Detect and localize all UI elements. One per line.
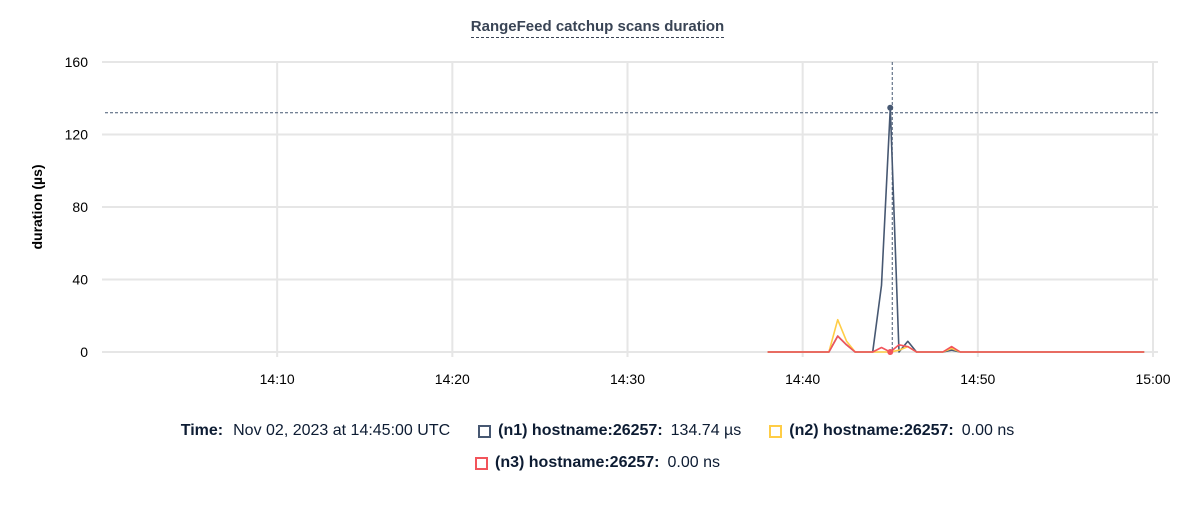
legend-time-value: Nov 02, 2023 at 14:45:00 UTC bbox=[233, 422, 451, 439]
legend-value: 0.00 ns bbox=[961, 422, 1015, 439]
plot-area[interactable]: 0 40 80 120 160 14:10 14:20 14:30 14:40 14:50 15:0… bbox=[0, 0, 1195, 410]
series-line-n2 bbox=[767, 318, 1145, 353]
y-tick-label: 160 bbox=[65, 54, 89, 70]
series-line-n1 bbox=[767, 107, 1145, 353]
legend-value: 134.74 µs bbox=[670, 422, 742, 439]
x-tick-label: 14:10 bbox=[260, 371, 295, 387]
x-tick-label: 14:30 bbox=[610, 371, 645, 387]
legend-name: (n3) hostname:26257: bbox=[495, 454, 660, 471]
x-tick-label: 14:20 bbox=[435, 371, 470, 387]
legend-item-n1[interactable]: (n1) hostname:26257: 134.74 µs bbox=[478, 422, 741, 440]
y-tick-label: 80 bbox=[72, 199, 88, 215]
x-tick-label: 14:40 bbox=[785, 371, 820, 387]
legend-item-n2[interactable]: (n2) hostname:26257: 0.00 ns bbox=[769, 422, 1014, 440]
legend-swatch-n3 bbox=[475, 456, 488, 470]
x-tick-label: 15:00 bbox=[1135, 371, 1170, 387]
legend-value: 0.00 ns bbox=[667, 454, 720, 471]
hover-point-n3 bbox=[887, 349, 894, 355]
chart-title[interactable]: RangeFeed catchup scans duration bbox=[0, 18, 1195, 38]
legend-name: (n1) hostname:26257: bbox=[498, 422, 663, 439]
x-tick-label: 14:50 bbox=[960, 371, 995, 387]
legend-swatch-n1 bbox=[478, 424, 492, 438]
series-line-n3 bbox=[767, 335, 1145, 353]
y-tick-label: 40 bbox=[72, 272, 88, 288]
legend-swatch-n2 bbox=[769, 424, 783, 438]
legend-time-label: Time: bbox=[180, 422, 224, 439]
legend-name: (n2) hostname:26257: bbox=[789, 422, 954, 439]
legend-time: Time: Nov 02, 2023 at 14:45:00 UTC bbox=[181, 422, 450, 440]
legend: Time: Nov 02, 2023 at 14:45:00 UTC (n1) … bbox=[0, 422, 1195, 486]
chart-title-text[interactable]: RangeFeed catchup scans duration bbox=[470, 18, 725, 38]
y-tick-label: 120 bbox=[65, 127, 89, 143]
legend-item-n3[interactable]: (n3) hostname:26257: 0.00 ns bbox=[475, 454, 720, 472]
hover-point-n1 bbox=[887, 104, 894, 111]
y-tick-label: 0 bbox=[80, 344, 88, 360]
